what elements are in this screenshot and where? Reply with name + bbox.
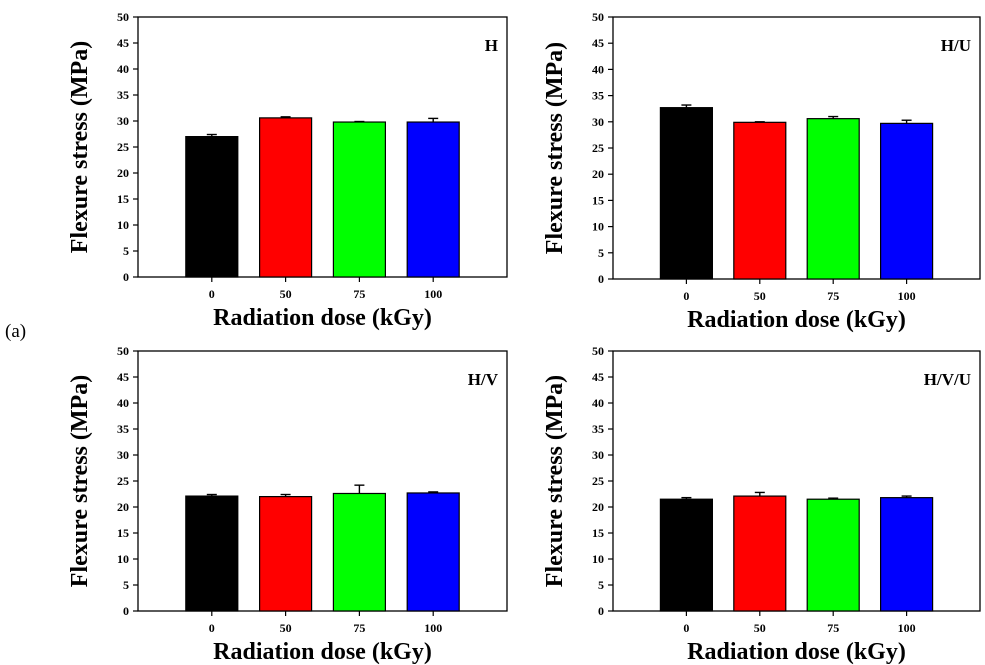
x-tick-label: 100	[424, 287, 442, 301]
bar	[406, 492, 460, 612]
y-tick-label: 35	[592, 89, 604, 103]
figure-label: (a)	[5, 321, 26, 342]
bar	[406, 121, 460, 278]
x-tick-label: 50	[280, 287, 292, 301]
bar	[733, 121, 787, 280]
panel-label: H/U	[941, 36, 971, 55]
y-tick-label: 5	[598, 578, 604, 592]
bar	[659, 107, 714, 280]
panel-label: H/V/U	[924, 370, 971, 389]
x-tick-label: 0	[209, 287, 215, 301]
y-tick-label: 20	[117, 500, 129, 514]
y-tick-label: 30	[117, 448, 129, 462]
y-tick-label: 30	[117, 114, 129, 128]
y-tick-label: 10	[592, 220, 604, 234]
bar	[259, 117, 313, 278]
y-axis-label: Flexure stress (MPa)	[67, 41, 93, 253]
x-axis-label: Radiation dose (kGy)	[687, 639, 906, 665]
y-tick-label: 45	[592, 36, 604, 50]
bar	[879, 122, 934, 280]
x-tick-label: 50	[280, 621, 292, 635]
panel-label: H	[485, 36, 498, 55]
y-tick-label: 10	[592, 552, 604, 566]
y-tick-label: 15	[117, 526, 129, 540]
x-tick-label: 0	[683, 289, 689, 303]
y-tick-label: 25	[117, 140, 129, 154]
bar	[806, 118, 860, 280]
y-axis-label: Flexure stress (MPa)	[542, 375, 568, 587]
y-tick-label: 50	[592, 344, 604, 358]
x-axis-label: Radiation dose (kGy)	[213, 639, 432, 665]
y-tick-label: 35	[117, 422, 129, 436]
y-tick-label: 5	[598, 246, 604, 260]
y-tick-label: 5	[123, 578, 129, 592]
bar	[879, 497, 934, 612]
chart-panel: 0 5 10 15 20 25 30 35 40 45 50 0 50 75 100 H/V Radiation…	[67, 344, 508, 665]
y-tick-label: 0	[123, 270, 129, 284]
y-tick-label: 35	[592, 422, 604, 436]
y-tick-label: 25	[592, 474, 604, 488]
y-tick-label: 35	[117, 88, 129, 102]
y-tick-label: 40	[117, 396, 129, 410]
y-tick-label: 20	[592, 500, 604, 514]
y-tick-label: 5	[123, 244, 129, 258]
panel-label: H/V	[468, 370, 499, 389]
y-tick-label: 0	[123, 604, 129, 618]
bar	[733, 495, 787, 612]
x-tick-label: 75	[353, 621, 365, 635]
bar	[185, 495, 239, 612]
y-tick-label: 50	[592, 10, 604, 24]
y-tick-label: 50	[117, 344, 129, 358]
x-tick-label: 50	[754, 621, 766, 635]
chart-panel: 0 5 10 15 20 25 30 35 40 45 50 0 50 75 100 H/U Radiation…	[542, 10, 981, 333]
x-tick-label: 50	[754, 289, 766, 303]
x-axis-label: Radiation dose (kGy)	[213, 305, 432, 331]
y-tick-label: 45	[592, 370, 604, 384]
x-axis-label: Radiation dose (kGy)	[687, 307, 906, 333]
x-tick-label: 0	[683, 621, 689, 635]
y-tick-label: 40	[592, 396, 604, 410]
y-tick-label: 20	[117, 166, 129, 180]
y-tick-label: 40	[592, 62, 604, 76]
bar	[332, 492, 386, 612]
chart-panel: 0 5 10 15 20 25 30 35 40 45 50 0 50 75 100 H/V/U Radiati…	[542, 344, 981, 665]
y-tick-label: 20	[592, 167, 604, 181]
bar	[185, 136, 239, 278]
x-tick-label: 100	[898, 621, 916, 635]
x-tick-label: 100	[898, 289, 916, 303]
chart-panel: 0 5 10 15 20 25 30 35 40 45 50 0 50 75 100 H Radiation d…	[67, 10, 508, 331]
y-tick-label: 25	[592, 141, 604, 155]
y-tick-label: 15	[592, 526, 604, 540]
y-tick-label: 40	[117, 62, 129, 76]
y-axis-label: Flexure stress (MPa)	[542, 42, 568, 254]
y-tick-label: 0	[598, 604, 604, 618]
x-tick-label: 100	[424, 621, 442, 635]
y-axis-label: Flexure stress (MPa)	[67, 375, 93, 587]
y-tick-label: 50	[117, 10, 129, 24]
bar	[806, 498, 860, 612]
y-tick-label: 45	[117, 370, 129, 384]
bar	[259, 496, 313, 612]
y-tick-label: 15	[592, 193, 604, 207]
y-tick-label: 45	[117, 36, 129, 50]
x-tick-label: 75	[827, 289, 839, 303]
y-tick-label: 15	[117, 192, 129, 206]
y-tick-label: 10	[117, 218, 129, 232]
x-tick-label: 0	[209, 621, 215, 635]
x-tick-label: 75	[353, 287, 365, 301]
bar	[659, 498, 714, 612]
x-tick-label: 75	[827, 621, 839, 635]
y-tick-label: 30	[592, 115, 604, 129]
y-tick-label: 0	[598, 272, 604, 286]
bar	[332, 121, 386, 278]
y-tick-label: 30	[592, 448, 604, 462]
y-tick-label: 10	[117, 552, 129, 566]
y-tick-label: 25	[117, 474, 129, 488]
